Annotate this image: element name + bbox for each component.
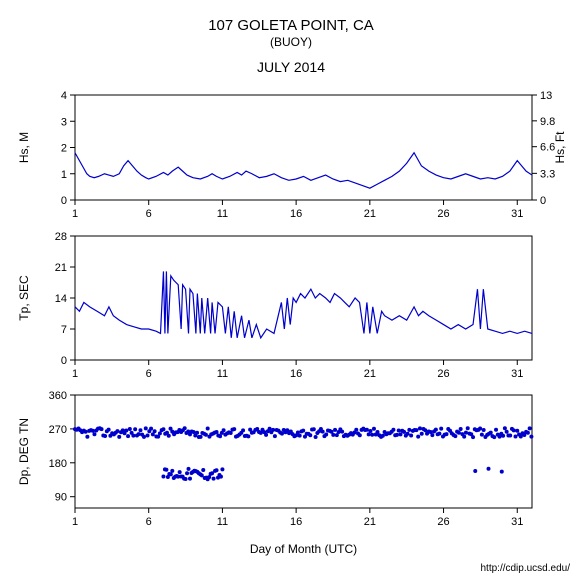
xtick-label: 11: [217, 208, 228, 220]
dp-scatter-group: [73, 426, 533, 481]
ytick-label: 270: [49, 424, 67, 436]
ytick-label: 0: [61, 355, 67, 367]
ylabel-left: Tp, SEC: [17, 275, 31, 321]
xtick-label: 26: [437, 368, 449, 380]
xtick-label: 1: [72, 208, 78, 220]
ytick-right-label: 9.8: [540, 116, 555, 128]
ytick-right-label: 3.3: [540, 168, 555, 180]
ytick-label: 90: [55, 492, 67, 504]
ylabel-left: Hs, M: [17, 132, 31, 163]
xtick-label: 26: [437, 516, 449, 528]
xtick-label: 21: [364, 516, 376, 528]
ytick-label: 180: [49, 458, 67, 470]
xtick-label: 21: [364, 208, 376, 220]
xtick-label: 6: [146, 368, 152, 380]
xtick-label: 6: [146, 516, 152, 528]
ytick-label: 28: [55, 231, 67, 243]
ytick-label: 21: [55, 262, 67, 274]
ytick-label: 360: [49, 390, 67, 402]
ytick-right-label: 0: [540, 195, 546, 207]
panel-frame: [75, 95, 532, 200]
main-title: 107 GOLETA POINT, CA: [208, 17, 374, 34]
ytick-label: 1: [61, 169, 67, 181]
ylabel-left: Dp, DEG TN: [17, 418, 31, 485]
xtick-label: 21: [364, 368, 376, 380]
xtick-label: 11: [217, 516, 228, 528]
hs-line: [75, 153, 532, 188]
xtick-label: 6: [146, 208, 152, 220]
xtick-label: 26: [437, 208, 449, 220]
panel-frame: [75, 236, 532, 360]
xtick-label: 1: [72, 368, 78, 380]
xtick-label: 11: [217, 368, 228, 380]
xtick-label: 16: [290, 208, 302, 220]
xaxis-label: Day of Month (UTC): [250, 542, 357, 556]
ylabel-right: Hs, Ft: [553, 131, 567, 164]
chart-container: 107 GOLETA POINT, CA(BUOY)JULY 201401234…: [0, 0, 582, 581]
xtick-label: 1: [72, 516, 78, 528]
ytick-label: 0: [61, 195, 67, 207]
ytick-label: 4: [61, 90, 67, 102]
xtick-label: 16: [290, 516, 302, 528]
source-url: http://cdip.ucsd.edu/: [480, 563, 570, 574]
xtick-label: 16: [290, 368, 302, 380]
ytick-label: 2: [61, 143, 67, 155]
tp-line: [75, 271, 532, 337]
xtick-label: 31: [511, 516, 523, 528]
subtitle: (BUOY): [270, 35, 312, 49]
month-title: JULY 2014: [257, 59, 325, 75]
chart-svg: 107 GOLETA POINT, CA(BUOY)JULY 201401234…: [0, 0, 582, 581]
panel-frame: [75, 395, 532, 508]
ytick-right-label: 13: [540, 90, 552, 102]
ytick-label: 14: [55, 293, 67, 305]
xtick-label: 31: [511, 208, 523, 220]
xtick-label: 31: [511, 368, 523, 380]
ytick-label: 7: [61, 324, 67, 336]
ytick-label: 3: [61, 116, 67, 128]
